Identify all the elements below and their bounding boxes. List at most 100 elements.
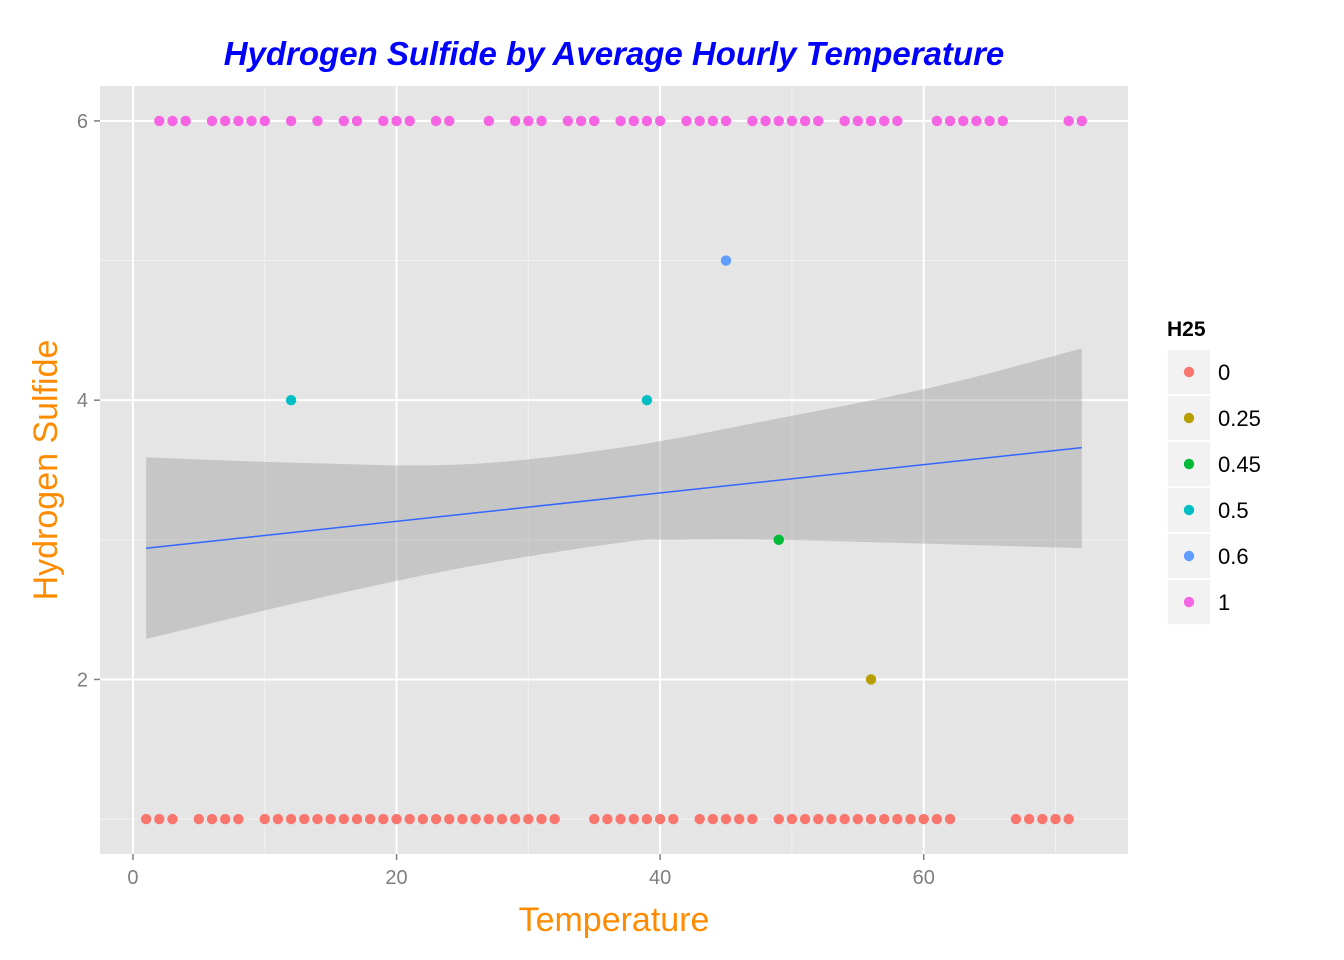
data-point (694, 115, 705, 127)
data-point (1063, 813, 1074, 825)
x-tick-label: 20 (385, 867, 407, 889)
data-point (839, 115, 850, 127)
data-point (654, 813, 666, 825)
data-point (878, 115, 890, 127)
legend-keys: 0 0.25 0.45 0.5 0.6 1 (1166, 348, 1261, 626)
data-point (589, 813, 600, 825)
legend-title: H25 (1167, 318, 1206, 341)
x-tick-label: 0 (127, 867, 138, 889)
data-point (799, 813, 811, 825)
data-point (509, 115, 521, 127)
confidence-band-area (146, 348, 1082, 639)
data-point (1063, 115, 1074, 127)
data-point (1076, 115, 1088, 127)
data-point (220, 813, 231, 825)
y-tick-label: 4 (77, 390, 88, 412)
data-point (483, 115, 494, 127)
data-point (575, 115, 587, 127)
data-point (140, 813, 152, 825)
data-point (615, 115, 626, 127)
data-point (1023, 813, 1035, 825)
x-tick-label: 40 (649, 867, 671, 889)
data-point (430, 115, 442, 127)
data-point (483, 813, 494, 825)
trend-line (146, 446, 1082, 549)
legend-key-dot (1183, 550, 1195, 562)
data-point (1010, 813, 1022, 825)
data-point (747, 115, 758, 127)
data-point (338, 115, 350, 127)
y-tick-label: 2 (77, 669, 88, 691)
data-point (773, 115, 784, 127)
data-point (470, 813, 481, 825)
data-point (378, 813, 389, 825)
legend-key-dot (1183, 412, 1195, 424)
data-point (285, 394, 297, 406)
plot-panel (100, 86, 1128, 854)
data-point (444, 813, 455, 825)
data-point (1050, 813, 1061, 825)
data-point (154, 813, 165, 825)
data-point (892, 813, 903, 825)
data-point (496, 813, 508, 825)
data-point (312, 813, 323, 825)
legend-label: 0.25 (1218, 406, 1261, 431)
data-point (536, 813, 547, 825)
data-point (391, 115, 402, 127)
data-point (641, 115, 653, 127)
data-point (193, 813, 205, 825)
data-points (140, 115, 1088, 825)
data-point (404, 115, 415, 127)
data-point (167, 115, 178, 127)
data-point (865, 115, 877, 127)
data-point (997, 115, 1008, 127)
data-point (259, 115, 270, 127)
legend-key-dot (1183, 458, 1195, 470)
data-point (786, 813, 798, 825)
x-tick-label: 60 (913, 867, 935, 889)
data-point (905, 813, 916, 825)
data-point (931, 115, 943, 127)
data-point (272, 813, 284, 825)
data-point (378, 115, 389, 127)
data-point (958, 115, 969, 127)
data-point (523, 813, 534, 825)
data-point (641, 394, 653, 406)
data-point (338, 813, 350, 825)
data-point (734, 813, 745, 825)
data-point (892, 115, 903, 127)
data-point (391, 813, 402, 825)
data-point (878, 813, 890, 825)
confidence-band (146, 348, 1082, 639)
data-point (509, 813, 521, 825)
data-point (839, 813, 850, 825)
data-point (720, 255, 732, 266)
data-point (681, 115, 692, 127)
data-point (641, 813, 653, 825)
data-point (589, 115, 600, 127)
data-point (944, 115, 956, 127)
legend-label: 0.6 (1218, 544, 1249, 569)
data-point (668, 813, 679, 825)
data-point (760, 115, 771, 127)
data-point (1037, 813, 1048, 825)
data-point (852, 813, 864, 825)
data-point (457, 813, 468, 825)
axis-ticks: 0 20 40 60 2 4 6 (77, 111, 935, 889)
data-point (417, 813, 429, 825)
data-point (773, 813, 784, 825)
data-point (549, 813, 560, 825)
data-point (523, 115, 534, 127)
data-point (246, 115, 257, 127)
data-point (813, 813, 824, 825)
y-axis-title: Hydrogen Sulfide (27, 340, 65, 601)
data-point (562, 115, 574, 127)
data-point (285, 115, 297, 127)
data-point (233, 115, 244, 127)
data-point (865, 674, 877, 685)
data-point (233, 813, 244, 825)
data-point (325, 813, 336, 825)
data-point (984, 115, 995, 127)
data-point (404, 813, 415, 825)
